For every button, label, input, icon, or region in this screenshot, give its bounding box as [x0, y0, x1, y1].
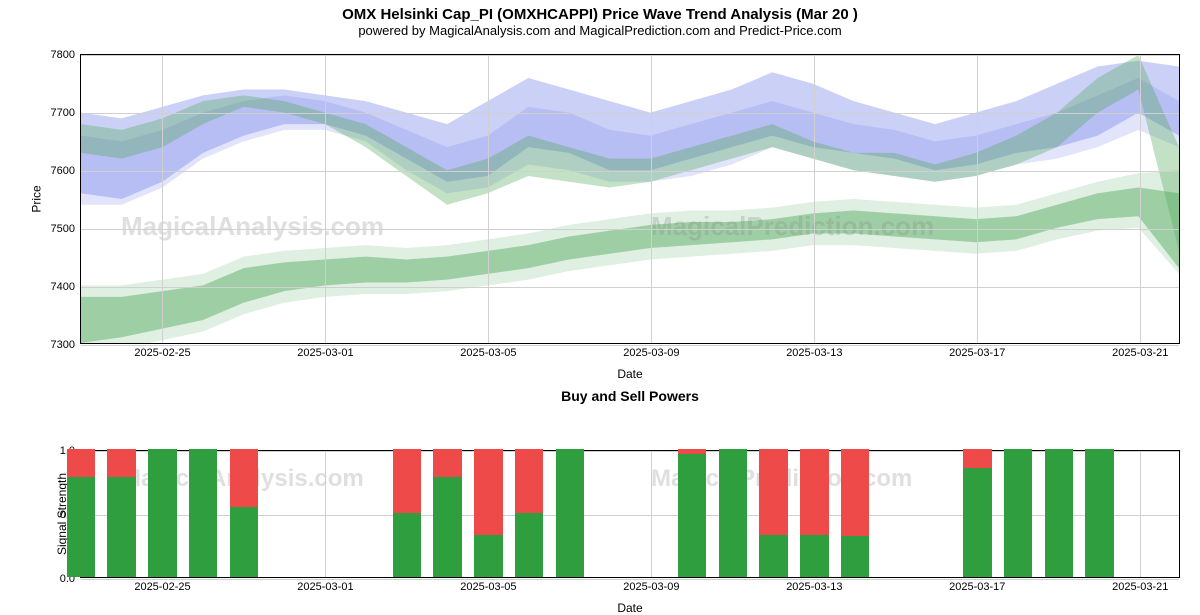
x-tick-label: 2025-03-09: [623, 577, 679, 593]
signal-bar: [230, 449, 259, 577]
buy-bar: [800, 535, 829, 577]
chart1-plot-area: MagicalAnalysis.com MagicalPrediction.co…: [80, 54, 1180, 344]
y-tick-label: 7300: [51, 339, 81, 351]
buy-bar: [230, 507, 259, 577]
sell-bar: [515, 449, 544, 513]
signal-bar: [148, 449, 177, 577]
buy-bar: [189, 449, 218, 577]
buy-bar: [474, 535, 503, 577]
x-tick-label: 2025-03-09: [623, 343, 679, 359]
buy-bar: [1004, 449, 1033, 577]
price-trend-chart: OMX Helsinki Cap_PI (OMXHCAPPI) Price Wa…: [0, 0, 1200, 42]
buy-bar: [107, 477, 136, 577]
x-tick-label: 2025-02-25: [134, 577, 190, 593]
chart1-bands-svg: [81, 55, 1179, 343]
signal-bar: [1085, 449, 1114, 577]
x-tick-label: 2025-03-17: [949, 343, 1005, 359]
signal-bar: [759, 449, 788, 577]
signal-bar: [963, 449, 992, 577]
y-tick-label: 7500: [51, 223, 81, 235]
watermark-right: MagicalPrediction.com: [651, 211, 934, 242]
signal-bar: [841, 449, 870, 577]
sell-bar: [800, 449, 829, 535]
sell-bar: [67, 449, 96, 477]
sell-bar: [841, 449, 870, 536]
signal-bar: [515, 449, 544, 577]
signal-bar: [474, 449, 503, 577]
x-tick-label: 2025-03-05: [460, 577, 516, 593]
buy-bar: [67, 477, 96, 577]
x-tick-label: 2025-03-01: [297, 577, 353, 593]
buy-bar: [1085, 449, 1114, 577]
y-tick-label: 7800: [51, 49, 81, 61]
sell-bar: [678, 449, 707, 454]
buy-bar: [515, 513, 544, 577]
x-axis-label: Date: [617, 367, 642, 381]
buy-bar: [433, 477, 462, 577]
sell-bar: [963, 449, 992, 468]
signal-bar: [67, 449, 96, 577]
signal-bar: [433, 449, 462, 577]
sell-bar: [393, 449, 422, 513]
signal-bar: [719, 449, 748, 577]
buy-bar: [841, 536, 870, 577]
x-tick-label: 2025-03-13: [786, 343, 842, 359]
x-tick-label: 2025-03-01: [297, 343, 353, 359]
buy-bar: [759, 535, 788, 577]
buy-bar: [148, 449, 177, 577]
x-tick-label: 2025-03-21: [1112, 577, 1168, 593]
x-tick-label: 2025-03-05: [460, 343, 516, 359]
sell-bar: [759, 449, 788, 535]
x-axis-label: Date: [617, 601, 642, 615]
y-tick-label: 7700: [51, 107, 81, 119]
x-tick-label: 2025-03-13: [786, 577, 842, 593]
signal-bar: [393, 449, 422, 577]
sell-bar: [433, 449, 462, 477]
chart2-title: Buy and Sell Powers: [80, 388, 1180, 404]
sell-bar: [107, 449, 136, 477]
buy-bar: [393, 513, 422, 577]
chart-title: OMX Helsinki Cap_PI (OMXHCAPPI) Price Wa…: [0, 0, 1200, 23]
y-axis-label: Price: [30, 185, 44, 212]
buy-bar: [678, 454, 707, 577]
buy-bar: [1045, 449, 1074, 577]
signal-bar: [800, 449, 829, 577]
chart2-plot-area: MagicalAnalysis.com MagicalPrediction.co…: [80, 450, 1180, 578]
buy-bar: [963, 468, 992, 577]
sell-bar: [230, 449, 259, 507]
sell-bar: [474, 449, 503, 535]
watermark-left: MagicalAnalysis.com: [121, 211, 384, 242]
buy-bar: [719, 449, 748, 577]
y-tick-label: 7600: [51, 165, 81, 177]
buy-bar: [556, 449, 585, 577]
signal-bar: [556, 449, 585, 577]
signal-bar: [107, 449, 136, 577]
band-green-lower-haze: [81, 170, 1179, 343]
chart-subtitle: powered by MagicalAnalysis.com and Magic…: [0, 23, 1200, 42]
signal-bar: [678, 449, 707, 577]
signal-bar: [1004, 449, 1033, 577]
x-tick-label: 2025-03-21: [1112, 343, 1168, 359]
signal-bar: [189, 449, 218, 577]
signal-bar: [1045, 449, 1074, 577]
y-tick-label: 7400: [51, 281, 81, 293]
x-tick-label: 2025-03-17: [949, 577, 1005, 593]
x-tick-label: 2025-02-25: [134, 343, 190, 359]
